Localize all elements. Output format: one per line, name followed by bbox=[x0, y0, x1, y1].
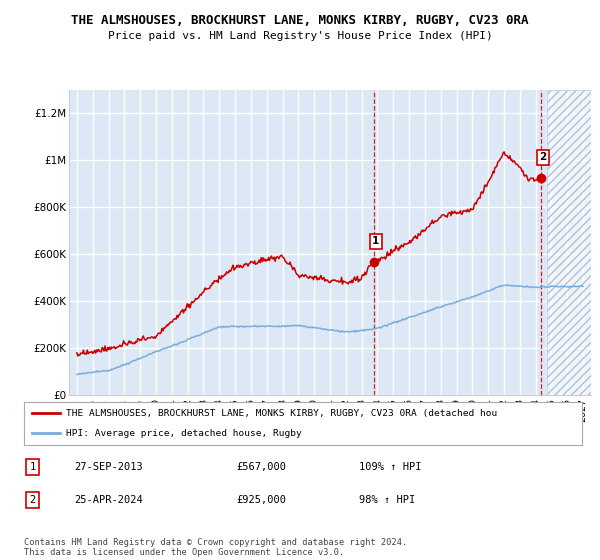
Text: Contains HM Land Registry data © Crown copyright and database right 2024.
This d: Contains HM Land Registry data © Crown c… bbox=[24, 538, 407, 557]
Text: 2: 2 bbox=[539, 152, 547, 162]
Text: £567,000: £567,000 bbox=[236, 462, 286, 472]
Polygon shape bbox=[547, 90, 591, 395]
Text: HPI: Average price, detached house, Rugby: HPI: Average price, detached house, Rugb… bbox=[66, 429, 302, 438]
Text: 2: 2 bbox=[29, 495, 35, 505]
Text: 27-SEP-2013: 27-SEP-2013 bbox=[74, 462, 143, 472]
Text: 109% ↑ HPI: 109% ↑ HPI bbox=[359, 462, 421, 472]
Text: THE ALMSHOUSES, BROCKHURST LANE, MONKS KIRBY, RUGBY, CV23 0RA (detached hou: THE ALMSHOUSES, BROCKHURST LANE, MONKS K… bbox=[66, 409, 497, 418]
Text: 1: 1 bbox=[29, 462, 35, 472]
Text: THE ALMSHOUSES, BROCKHURST LANE, MONKS KIRBY, RUGBY, CV23 0RA: THE ALMSHOUSES, BROCKHURST LANE, MONKS K… bbox=[71, 14, 529, 27]
Text: £925,000: £925,000 bbox=[236, 495, 286, 505]
Text: Price paid vs. HM Land Registry's House Price Index (HPI): Price paid vs. HM Land Registry's House … bbox=[107, 31, 493, 41]
Text: 1: 1 bbox=[372, 236, 379, 246]
Bar bbox=[373, 90, 541, 395]
Text: 98% ↑ HPI: 98% ↑ HPI bbox=[359, 495, 415, 505]
Text: 25-APR-2024: 25-APR-2024 bbox=[74, 495, 143, 505]
